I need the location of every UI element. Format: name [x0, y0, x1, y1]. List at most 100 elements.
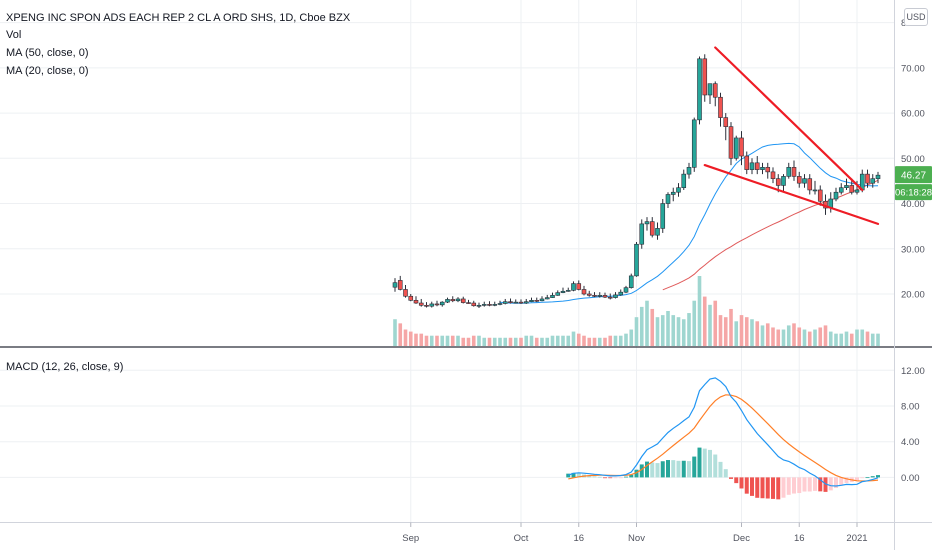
macd-hist-bar	[781, 477, 786, 498]
volume-bar	[492, 337, 497, 346]
candle-body	[550, 295, 555, 298]
macd-indicator-label[interactable]: MACD (12, 26, close, 9)	[6, 361, 124, 373]
volume-bar	[823, 325, 828, 346]
candle-body	[565, 290, 571, 292]
volume-bar	[650, 308, 655, 346]
candle-body	[760, 167, 765, 170]
macd-hist-bar	[639, 464, 644, 478]
volume-bar	[834, 333, 838, 346]
candle-body	[665, 194, 671, 204]
volume-bars	[393, 276, 880, 346]
currency-button[interactable]: USD	[904, 8, 928, 26]
volume-bar	[414, 333, 418, 346]
price-axis-tick: 50.00	[901, 154, 925, 165]
macd-hist-bar	[671, 460, 676, 478]
volume-bar	[734, 321, 739, 346]
macd-line	[568, 377, 879, 487]
macd-hist-bar	[818, 477, 823, 492]
macd-axis-tick: 4.00	[901, 437, 920, 448]
volume-bar	[750, 319, 754, 346]
candle-body	[439, 301, 445, 306]
macd-hist-bar	[613, 477, 618, 479]
candle-body	[450, 299, 456, 302]
volume-bar	[466, 337, 471, 346]
macd-hist-bar	[618, 477, 623, 479]
volume-bar	[503, 337, 508, 346]
candle-body	[397, 280, 403, 290]
volume-bar	[849, 333, 854, 346]
volume-bar	[760, 325, 765, 346]
candle-body	[471, 302, 477, 307]
volume-bar	[739, 315, 744, 346]
candle-body	[597, 295, 603, 297]
candle-body	[712, 83, 718, 98]
volume-bar	[713, 300, 718, 346]
macd-hist-bar	[739, 477, 744, 489]
candle-body	[592, 295, 597, 297]
volume-indicator-label[interactable]: Vol	[6, 29, 22, 41]
candle-body	[408, 295, 414, 301]
volume-bar	[445, 335, 450, 346]
macd-hist-bar	[650, 462, 655, 478]
ma50-indicator-label[interactable]: MA (50, close, 0)	[6, 47, 89, 59]
volume-bar	[687, 313, 691, 346]
candle-body	[707, 83, 713, 96]
candle-body	[770, 171, 776, 179]
candle-body	[791, 167, 797, 177]
volume-bar	[482, 337, 487, 346]
candle-body	[870, 178, 876, 184]
candle-body	[744, 155, 750, 170]
macd-hist-bar	[839, 477, 844, 486]
candle-body	[655, 228, 660, 236]
macd-hist-bar	[776, 477, 781, 500]
candle-body	[802, 178, 807, 184]
macd-histogram	[566, 447, 880, 500]
candle-body	[807, 178, 813, 191]
time-axis-tick: 2021	[846, 533, 867, 544]
candle-body	[649, 221, 655, 236]
countdown-tag	[895, 184, 932, 201]
last-price-text: 46.27	[901, 171, 926, 182]
macd-hist-bar	[666, 460, 670, 478]
last-price-tag	[895, 166, 932, 184]
trendline[interactable]	[703, 163, 880, 225]
macd-hist-bar	[676, 460, 681, 478]
volume-bar	[429, 335, 434, 346]
volume-bar	[813, 329, 817, 346]
volume-bar	[571, 331, 576, 346]
volume-bar	[723, 317, 728, 346]
volume-bar	[792, 323, 796, 346]
volume-bar	[498, 337, 502, 346]
volume-bar	[634, 317, 639, 346]
volume-bar	[519, 337, 523, 346]
volume-bar	[440, 335, 445, 346]
trendline[interactable]	[714, 46, 864, 192]
candle-body	[518, 301, 524, 304]
countdown-text: 06:18:28	[895, 188, 932, 199]
macd-hist-bar	[823, 477, 828, 492]
macd-hist-bar	[765, 477, 770, 499]
candle-body	[544, 297, 550, 300]
volume-bar	[524, 335, 529, 346]
candle-body	[529, 300, 534, 302]
ma20-indicator-label[interactable]: MA (20, close, 0)	[6, 65, 89, 77]
macd-hist-bar	[692, 456, 697, 478]
volume-bar	[597, 337, 602, 346]
volume-bar	[403, 329, 408, 346]
volume-bar	[718, 315, 723, 346]
candle-body	[508, 301, 513, 303]
candle-body	[723, 117, 729, 127]
macd-hist-bar	[624, 476, 628, 478]
volume-bar	[582, 335, 586, 346]
macd-hist-bar	[860, 477, 865, 479]
candle-body	[613, 294, 618, 298]
candle-body	[786, 167, 792, 177]
candle-body	[697, 58, 702, 121]
volume-bar	[708, 304, 712, 346]
volume-bar	[697, 276, 702, 346]
candle-body	[765, 167, 771, 173]
candle-body	[749, 162, 755, 170]
macd-hist-bar	[587, 475, 592, 478]
volume-bar	[613, 335, 618, 346]
